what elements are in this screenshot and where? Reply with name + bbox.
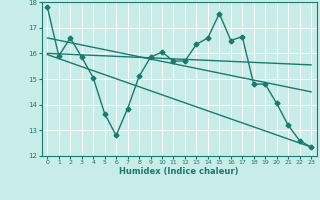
X-axis label: Humidex (Indice chaleur): Humidex (Indice chaleur) <box>119 167 239 176</box>
